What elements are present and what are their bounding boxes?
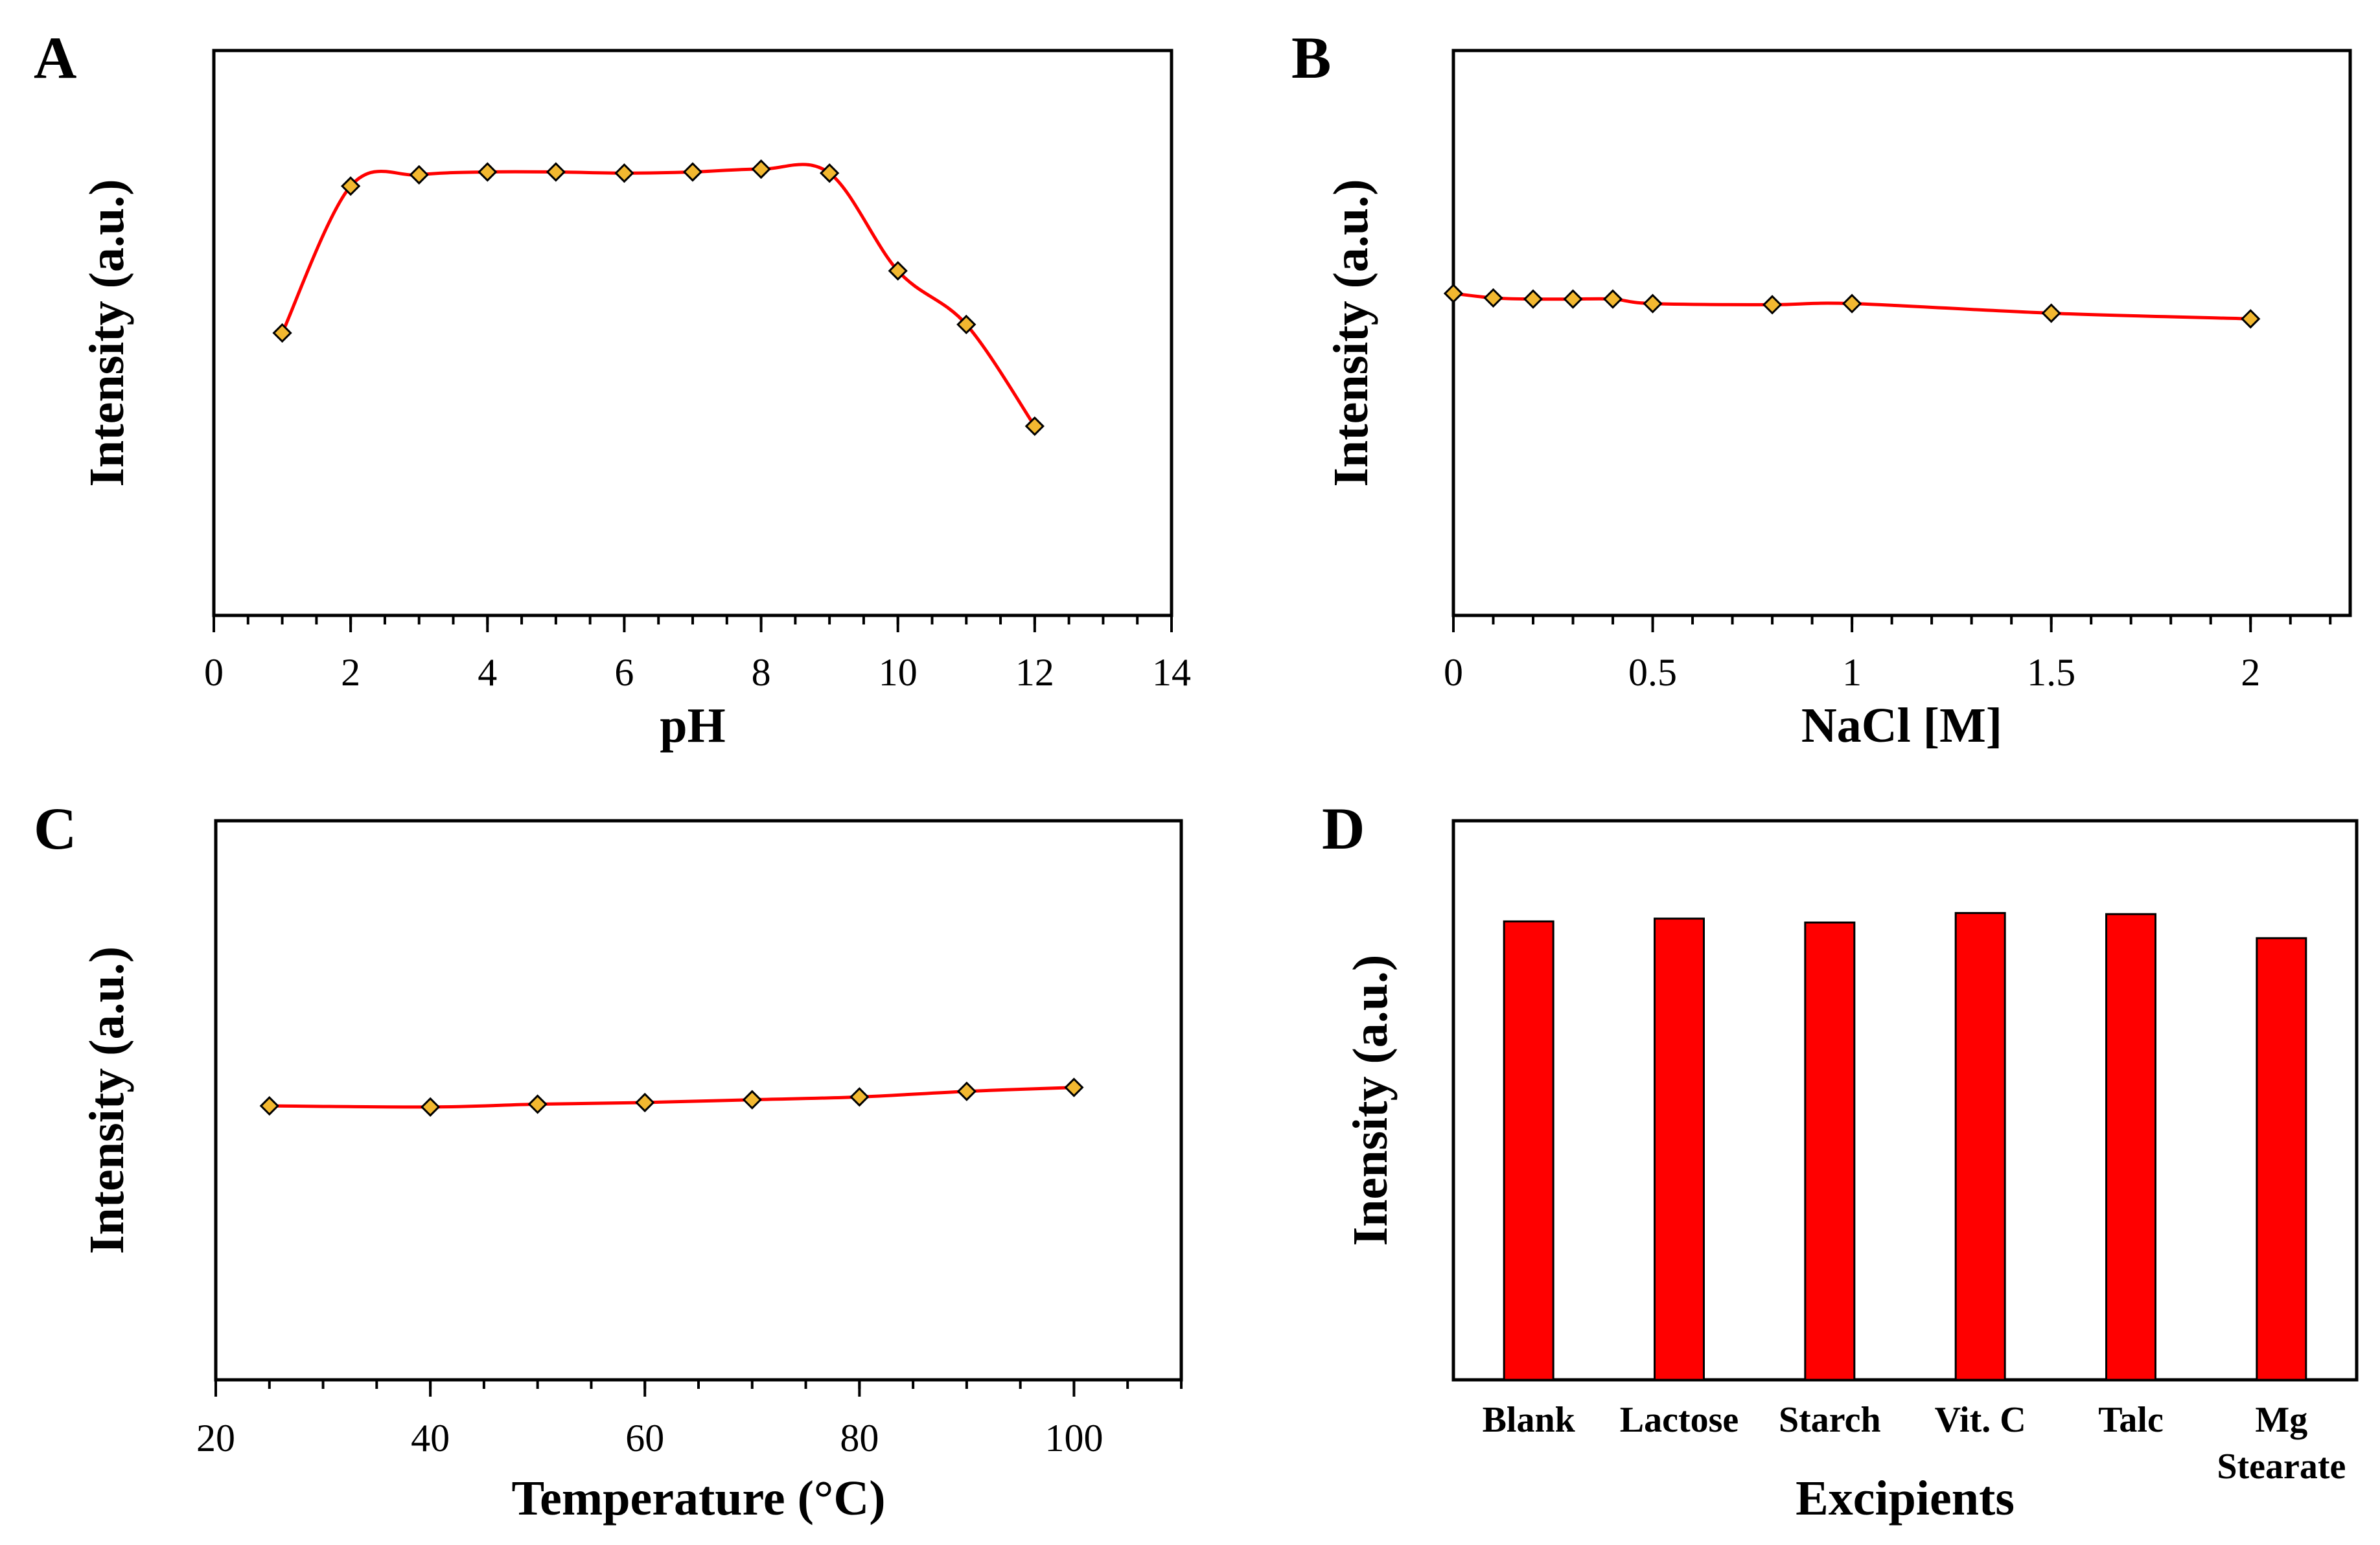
data-point [478,162,498,182]
x-tick-label: 0 [1444,651,1463,694]
category-label: Mg [2255,1400,2307,1440]
x-tick-label: 1 [1842,651,1862,694]
x-tick-label: 100 [1045,1417,1103,1459]
x-axis-label: Excipients [1796,1471,2015,1526]
data-point [546,162,566,182]
data-point [849,1087,870,1107]
x-tick-label: 0.5 [1628,651,1677,694]
data-point [272,323,292,343]
data-point [1064,1077,1084,1097]
panel-b: B Intensity (a.u.) NaCl [M] 0 0.5 1 1.5 2 [1291,25,2352,753]
data-point [956,1081,977,1101]
x-axis-label: NaCl [M] [1801,698,2002,753]
data-point [751,159,771,179]
data-point [2241,309,2261,329]
x-tick-label: 1.5 [2027,651,2075,694]
bar [2105,913,2156,1381]
data-point [1762,295,1783,315]
x-tick-label: 40 [411,1417,450,1459]
data-point [1024,416,1045,437]
x-tick-label: 0 [204,651,224,694]
category-label: Stearate [2217,1447,2346,1487]
x-tick-label: 80 [840,1417,879,1459]
x-tick-label: 12 [1015,651,1054,694]
data-point [1563,289,1583,309]
data-point [635,1092,655,1113]
data-point [409,165,429,185]
data-point [1483,288,1503,308]
panel-letter: C [34,795,76,862]
category-label: Lactose [1620,1400,1739,1440]
data-point [742,1090,762,1110]
data-point [341,176,361,196]
y-axis-label: Intensity (a.u.) [1324,179,1378,486]
data-point [259,1096,279,1116]
series-line [269,1086,1074,1109]
panel-letter: B [1291,25,1331,91]
x-axis-label: Temperature (°C) [511,1471,885,1526]
x-tick-label: 6 [614,651,634,694]
data-point [2041,303,2061,323]
x-tick-label: 8 [752,651,771,694]
panel-a: A Intensity (a.u.) pH 0 2 4 6 8 10 12 14 [34,25,1191,753]
x-tick-label: 10 [879,651,918,694]
panel-d: D Inensity (a.u.) Excipients Blank Lactose St… [1322,795,2359,1526]
series-line [281,163,1036,428]
bar [1954,911,2006,1381]
data-point [956,314,976,335]
x-tick-label: 60 [625,1417,664,1459]
y-axis-label: Intensity (a.u.) [80,946,134,1254]
x-tick-label: 4 [478,651,497,694]
panel-letter: A [34,25,76,91]
plot-frame [1451,49,2352,617]
x-tick-label: 2 [2241,651,2260,694]
bar [1804,921,1856,1381]
category-label: Talc [2098,1400,2164,1440]
bar [1654,917,1705,1381]
data-point [1523,289,1543,309]
x-axis-label: pH [660,698,725,753]
bar [2256,937,2307,1381]
panel-c: C Intensity (a.u.) Temperature (°C) 20 40 60 8… [34,795,1183,1526]
bar [1503,920,1554,1381]
data-point [682,162,703,182]
category-label: Starch [1779,1400,1881,1440]
y-axis-label: Intensity (a.u.) [80,179,134,486]
panel-letter: D [1322,795,1365,862]
y-axis-label: Inensity (a.u.) [1343,955,1398,1246]
data-point [614,163,634,183]
x-tick-label: 2 [341,651,360,694]
category-label: Blank [1483,1400,1576,1440]
data-point [820,163,840,183]
data-point [888,260,908,281]
data-point [420,1097,441,1117]
plot-frame [1451,819,2359,1382]
data-point [1842,293,1862,314]
data-point [527,1094,548,1114]
data-point [1602,289,1623,309]
plot-frame [212,49,1173,617]
x-tick-label: 20 [196,1417,235,1459]
data-point [1643,293,1663,314]
category-label: Vit. C [1935,1400,2026,1440]
x-tick-label: 14 [1152,651,1191,694]
data-point [1443,283,1464,304]
